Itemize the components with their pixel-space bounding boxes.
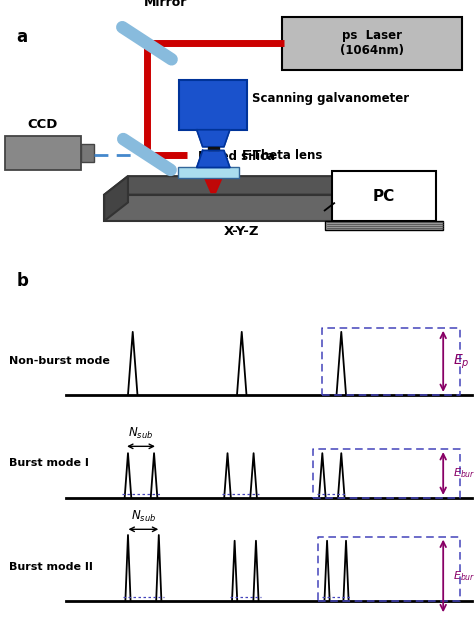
FancyBboxPatch shape <box>179 80 247 130</box>
Text: Burst mode II: Burst mode II <box>9 562 93 572</box>
Text: $N_{sub}$: $N_{sub}$ <box>131 509 156 523</box>
FancyBboxPatch shape <box>178 167 239 177</box>
Text: ps  Laser
(1064nm): ps Laser (1064nm) <box>340 29 404 57</box>
Text: $N_{sub}$: $N_{sub}$ <box>128 426 154 441</box>
FancyBboxPatch shape <box>332 171 436 221</box>
Text: Scanning galvanometer: Scanning galvanometer <box>252 92 409 106</box>
Polygon shape <box>200 167 227 193</box>
Text: a: a <box>17 28 27 46</box>
Text: $E_p$: $E_p$ <box>453 352 469 371</box>
Polygon shape <box>104 195 332 221</box>
Text: Burst mode I: Burst mode I <box>9 459 90 468</box>
Polygon shape <box>104 176 128 221</box>
Text: $E_{burst\ II}$: $E_{burst\ II}$ <box>453 569 474 583</box>
Polygon shape <box>208 146 219 150</box>
Text: PC: PC <box>373 188 395 204</box>
FancyBboxPatch shape <box>5 136 81 170</box>
Polygon shape <box>104 176 356 195</box>
Text: $E_{burst\ I}$: $E_{burst\ I}$ <box>453 467 474 480</box>
Text: X-Y-Z: X-Y-Z <box>224 225 259 239</box>
Text: Mirror: Mirror <box>144 0 188 9</box>
Text: Fused silica: Fused silica <box>199 150 275 163</box>
Text: F-Theta lens: F-Theta lens <box>242 150 322 163</box>
FancyBboxPatch shape <box>282 17 462 69</box>
Text: Non-burst mode: Non-burst mode <box>9 355 110 365</box>
FancyBboxPatch shape <box>81 143 94 162</box>
Polygon shape <box>197 130 230 146</box>
Polygon shape <box>197 150 230 167</box>
Text: b: b <box>17 272 28 290</box>
Text: CCD: CCD <box>27 118 58 131</box>
FancyBboxPatch shape <box>325 221 443 229</box>
